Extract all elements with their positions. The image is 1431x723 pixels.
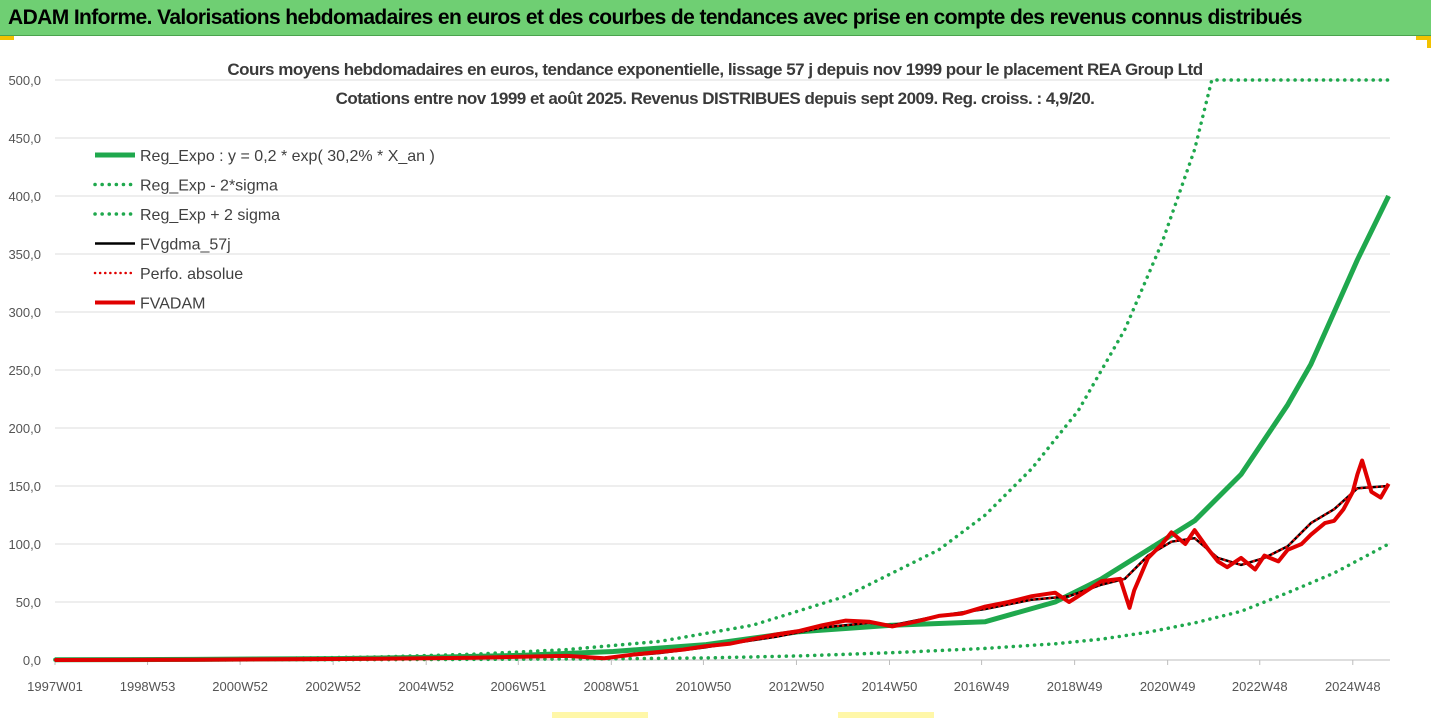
x-tick-label: 1997W01 [27,679,83,694]
legend-label-0: Reg_Expo : y = 0,2 * exp( 30,2% * X_an ) [140,148,435,165]
x-tick-label: 2010W50 [676,679,732,694]
x-tick-label: 2000W52 [212,679,268,694]
series-layer [53,78,1391,663]
corner-marker-right [1416,36,1431,40]
x-tick-label: 2006W51 [490,679,546,694]
legend-label-4: Perfo. absolue [140,266,243,283]
banner-title: ADAM Informe. Valorisations hebdomadaire… [8,6,1302,29]
x-tick-label: 2012W50 [769,679,825,694]
legend-label-2: Reg_Exp + 2 sigma [140,207,280,224]
y-tick-label: 150,0 [8,479,41,494]
x-tick-label: 2024W48 [1325,679,1381,694]
legend-label-5: FVADAM [140,296,205,313]
y-tick-label: 200,0 [8,421,41,436]
x-tick-label: 2014W50 [862,679,918,694]
x-tick-label: 2002W52 [305,679,361,694]
corner-marker-left [0,36,14,40]
y-tick-label: 250,0 [8,363,41,378]
corner-marker-right-v [1427,36,1431,48]
y-tick-label: 300,0 [8,305,41,320]
x-tick-label: 1998W53 [120,679,176,694]
x-tick-label: 2004W52 [398,679,454,694]
y-tick-label: 450,0 [8,131,41,146]
x-tick-label: 2022W48 [1232,679,1288,694]
y-tick-label: 400,0 [8,189,41,204]
y-tick-label: 50,0 [16,595,41,610]
x-tick-label: 2018W49 [1047,679,1103,694]
banner: ADAM Informe. Valorisations hebdomadaire… [0,0,1431,36]
legend-label-1: Reg_Exp - 2*sigma [140,178,278,195]
series-line-1 [53,542,1391,662]
x-tick-label: 2016W49 [954,679,1010,694]
legend-label-3: FVgdma_57j [140,237,231,254]
chart-title-line1: Cours moyens hebdomadaires en euros, ten… [227,60,1203,79]
y-tick-label: 100,0 [8,537,41,552]
x-tick-label: 2008W51 [583,679,639,694]
chart-area: 0,0 50,0 100,0 150,0 200,0 250,0 300,0 350,0 400… [0,36,1431,718]
axis-layer: 0,0 50,0 100,0 150,0 200,0 250,0 300,0 350,0 400… [8,73,1390,694]
x-tick-label: 2020W49 [1140,679,1196,694]
bottom-strip-2 [838,712,934,718]
grid-layer [55,79,1390,661]
y-tick-label: 500,0 [8,73,41,88]
series-line-4 [53,484,1390,662]
chart-svg: 0,0 50,0 100,0 150,0 200,0 250,0 300,0 350,0 400… [8,73,1391,694]
series-line-3 [54,484,1389,662]
chart-title-line2: Cotations entre nov 1999 et août 2025. R… [335,89,1095,108]
bottom-strip-1 [552,712,648,718]
y-tick-label: 350,0 [8,247,41,262]
y-tick-label: 0,0 [23,653,41,668]
legend-layer: Reg_Expo : y = 0,2 * exp( 30,2% * X_an )… [93,148,435,313]
series-line-5 [54,458,1391,662]
